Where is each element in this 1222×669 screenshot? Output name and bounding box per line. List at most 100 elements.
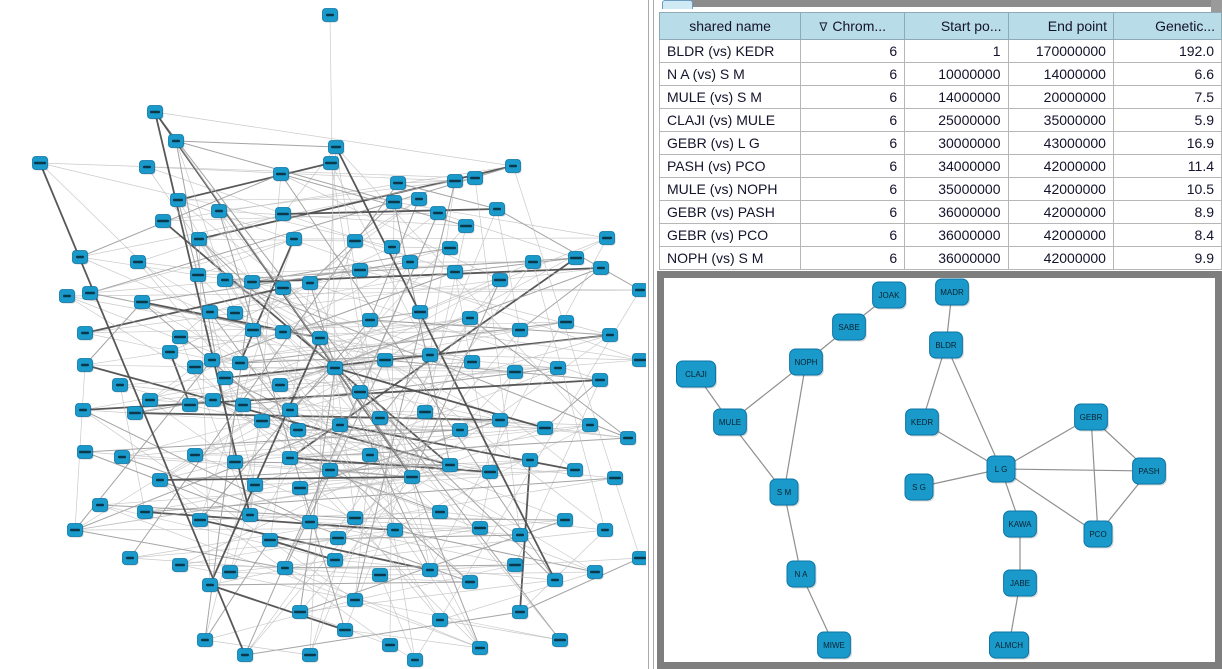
table-row[interactable]: PASH (vs) PCO 6 34000000 42000000 11.4 [658, 154, 1222, 178]
network-node[interactable] [282, 403, 299, 418]
network-node[interactable] [242, 508, 259, 523]
column-header-shared-name[interactable]: shared name [658, 12, 802, 40]
network-node[interactable] [462, 575, 479, 590]
network-node[interactable] [282, 451, 299, 466]
network-node[interactable] [507, 558, 524, 573]
network-node[interactable] [286, 232, 303, 247]
network-node[interactable] [422, 563, 439, 578]
network-node[interactable] [372, 411, 389, 426]
network-node[interactable] [182, 398, 199, 413]
network-node[interactable] [407, 653, 424, 668]
network-node[interactable] [227, 455, 244, 470]
network-node[interactable] [505, 159, 522, 174]
table-row[interactable]: N A (vs) S M 6 10000000 14000000 6.6 [658, 62, 1222, 86]
network-node[interactable] [597, 523, 614, 538]
network-node[interactable] [447, 174, 464, 189]
network-node[interactable] [492, 413, 509, 428]
table-tab[interactable] [662, 0, 693, 9]
network-node[interactable] [137, 505, 154, 520]
network-node[interactable] [390, 176, 407, 191]
table-cell[interactable]: N A (vs) S M [658, 62, 802, 86]
network-node[interactable] [377, 353, 394, 368]
network-node[interactable] [114, 450, 131, 465]
table-row[interactable]: MULE (vs) NOPH 6 35000000 42000000 10.5 [658, 177, 1222, 201]
network-node[interactable] [292, 605, 309, 620]
table-row[interactable]: GEBR (vs) L G 6 30000000 43000000 16.9 [658, 131, 1222, 155]
network-node[interactable] [512, 323, 529, 338]
network-node[interactable] [482, 465, 499, 480]
network-node[interactable] [550, 361, 567, 376]
network-node[interactable] [442, 241, 459, 256]
network-node[interactable] [512, 528, 529, 543]
network-node[interactable] [472, 641, 489, 656]
table-cell[interactable]: 1 [904, 39, 1009, 63]
network-node[interactable] [386, 195, 403, 210]
network-node[interactable] [272, 378, 289, 393]
table-cell[interactable]: 34000000 [904, 154, 1009, 178]
network-node[interactable] [330, 531, 347, 546]
network-node-pash[interactable]: PASH [1132, 457, 1167, 486]
table-cell[interactable]: 36000000 [904, 246, 1009, 270]
network-node[interactable] [328, 140, 345, 155]
network-node[interactable] [337, 623, 354, 638]
table-cell[interactable]: 6 [800, 200, 906, 224]
table-row[interactable]: GEBR (vs) PCO 6 36000000 42000000 8.4 [658, 223, 1222, 247]
table-cell[interactable]: 43000000 [1007, 131, 1114, 155]
network-node[interactable] [387, 523, 404, 538]
table-row[interactable]: NOPH (vs) S M 6 36000000 42000000 9.9 [658, 246, 1222, 270]
table-cell[interactable]: 6 [800, 223, 906, 247]
network-node[interactable] [275, 281, 292, 296]
network-node[interactable] [77, 358, 94, 373]
network-node[interactable] [372, 568, 389, 583]
network-node[interactable] [472, 521, 489, 536]
network-node[interactable] [152, 473, 169, 488]
network-node[interactable] [632, 353, 647, 368]
table-cell[interactable]: 6 [800, 177, 906, 201]
network-node[interactable] [552, 633, 569, 648]
table-cell[interactable]: 42000000 [1007, 223, 1114, 247]
network-node[interactable] [205, 393, 222, 408]
network-node-miwe[interactable]: MIWE [817, 631, 852, 660]
table-cell[interactable]: 35000000 [904, 177, 1009, 201]
network-node[interactable] [254, 414, 271, 429]
network-node[interactable] [197, 633, 214, 648]
network-node[interactable] [417, 405, 434, 420]
network-node[interactable] [75, 403, 92, 418]
network-node[interactable] [412, 305, 429, 320]
network-node[interactable] [467, 171, 484, 186]
network-node[interactable] [327, 553, 344, 568]
table-cell[interactable]: 42000000 [1007, 154, 1114, 178]
network-node[interactable] [322, 8, 339, 23]
network-node[interactable] [522, 453, 539, 468]
table-cell[interactable]: 36000000 [904, 223, 1009, 247]
table-cell[interactable]: GEBR (vs) L G [658, 131, 802, 155]
column-header-end-point[interactable]: End point [1007, 12, 1114, 40]
network-node[interactable] [202, 305, 219, 320]
network-node[interactable] [489, 202, 506, 217]
table-cell[interactable]: 5.9 [1112, 108, 1222, 132]
network-node[interactable] [130, 255, 147, 270]
network-node[interactable] [92, 498, 109, 513]
table-cell[interactable]: 6 [800, 39, 906, 63]
column-header-genetic[interactable]: Genetic... [1112, 12, 1222, 40]
network-node[interactable] [558, 315, 575, 330]
network-node[interactable] [32, 156, 49, 171]
table-cell[interactable]: 25000000 [904, 108, 1009, 132]
network-node[interactable] [235, 398, 252, 413]
network-node-noph[interactable]: NOPH [789, 348, 824, 377]
network-node[interactable] [77, 326, 94, 341]
network-node-s-g[interactable]: S G [904, 473, 935, 502]
table-cell[interactable]: 6 [800, 85, 906, 109]
network-node-bldr[interactable]: BLDR [929, 331, 964, 360]
network-node[interactable] [290, 423, 307, 438]
network-node-claji[interactable]: CLAJI [676, 360, 718, 389]
table-cell[interactable]: 42000000 [1007, 246, 1114, 270]
network-node[interactable] [82, 286, 99, 301]
network-node[interactable] [568, 251, 585, 266]
main-network-canvas[interactable] [0, 0, 646, 669]
network-node-gebr[interactable]: GEBR [1074, 403, 1109, 432]
network-node[interactable] [632, 551, 647, 566]
network-node[interactable] [452, 423, 469, 438]
table-cell[interactable]: 20000000 [1007, 85, 1114, 109]
table-cell[interactable]: 14000000 [904, 85, 1009, 109]
